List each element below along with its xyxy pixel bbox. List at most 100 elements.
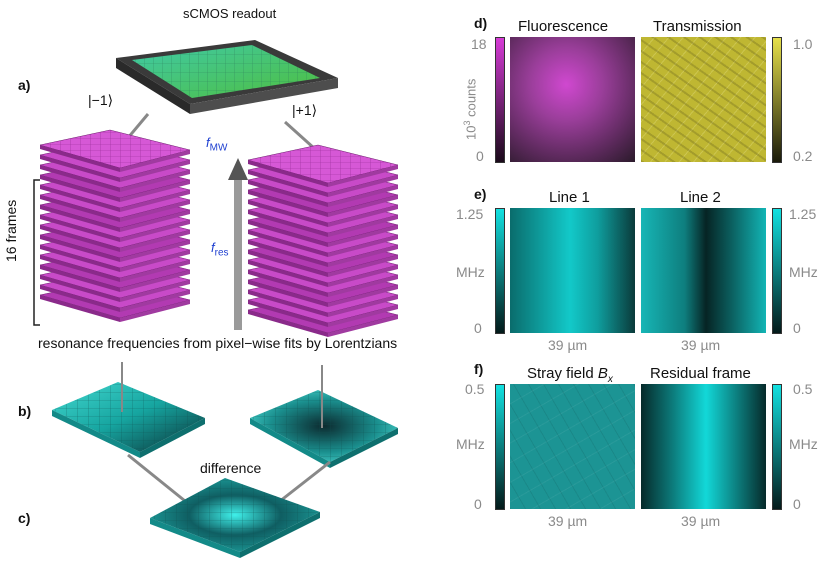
residual-title: Residual frame (650, 365, 751, 382)
frame-layer-edge (40, 185, 120, 212)
frame-layer-edge (248, 310, 328, 337)
frame-layer-edge (248, 180, 328, 207)
frame-layer-edge (248, 230, 328, 257)
difference-map (150, 478, 320, 558)
frame-layer-edge (40, 275, 120, 302)
difference-label: difference (200, 460, 262, 476)
line2-image (641, 208, 766, 333)
fluor-max: 18 (471, 36, 487, 52)
frames-bracket (33, 179, 40, 326)
line2-unit: MHz (789, 264, 818, 280)
panel-f-label: f) (474, 361, 484, 377)
residual-max: 0.5 (793, 381, 813, 397)
frame-layer-edge (40, 175, 120, 202)
frame-layer-edge (120, 170, 190, 192)
trans-min: 0.2 (793, 148, 813, 164)
line2-max: 1.25 (789, 206, 817, 222)
frame-layer-edge (120, 300, 190, 322)
residual-unit: MHz (789, 436, 818, 452)
frame-layer-edge (328, 215, 398, 237)
counts-unit: 103 counts (462, 78, 479, 140)
frame-layer-edge (120, 250, 190, 272)
residual-min: 0 (793, 496, 801, 512)
frame-layer-edge (248, 260, 328, 287)
fluorescence-title: Fluorescence (518, 18, 609, 35)
frame-layer-edge (328, 205, 398, 227)
frame-layer-edge (328, 165, 398, 187)
state-minus-label: |−1⟩ (88, 92, 114, 108)
frame-layer-edge (248, 170, 328, 197)
frame-layer-edge (40, 155, 120, 182)
frequency-arrow (228, 158, 248, 330)
fluor-colorbar (495, 37, 505, 163)
readout-label: sCMOS readout (183, 6, 277, 21)
line1-image (510, 208, 635, 333)
frame-layer-edge (248, 190, 328, 217)
frame-layer-edge (40, 205, 120, 232)
stray-min: 0 (474, 496, 482, 512)
line2-min: 0 (793, 320, 801, 336)
frame-layer-edge (328, 225, 398, 247)
frame-layer-edge (328, 235, 398, 257)
stray-colorbar (495, 384, 505, 510)
line1-min: 0 (474, 320, 482, 336)
frame-top-grid (248, 145, 398, 183)
line1-title: Line 1 (549, 189, 590, 206)
frame-stack-left (39, 129, 191, 322)
frame-layer-edge (328, 195, 398, 217)
frame-layer-edge (248, 210, 328, 237)
frame-layer-edge (120, 200, 190, 222)
frame-top-grid (40, 130, 190, 168)
frames-label: 16 frames (3, 199, 19, 262)
residual-image (641, 384, 766, 509)
frame-layer-edge (120, 230, 190, 252)
schematic-diagram (33, 40, 399, 558)
frame-layer-edge (120, 290, 190, 312)
frame-layer-edge (328, 275, 398, 297)
stray-max: 0.5 (465, 381, 485, 397)
panel-d-label: d) (474, 15, 488, 31)
line1-max: 1.25 (456, 206, 484, 222)
frame-layer-edge (120, 280, 190, 302)
panel-b-label: b) (18, 403, 32, 419)
trans-colorbar (772, 37, 782, 163)
frame-layer-edge (248, 280, 328, 307)
frame-layer-edge (328, 305, 398, 327)
fit-map-left (52, 382, 205, 458)
frame-layer-edge (40, 235, 120, 262)
transmission-image (641, 37, 766, 162)
frame-layer-edge (328, 295, 398, 317)
frame-layer-edge (120, 260, 190, 282)
frame-layer-edge (40, 165, 120, 192)
frame-layer-edge (120, 160, 190, 182)
frame-layer-edge (248, 290, 328, 317)
frame-layer-edge (40, 255, 120, 282)
fits-caption: resonance frequencies from pixel−wise fi… (38, 335, 398, 351)
fluorescence-image (510, 37, 635, 162)
line2-colorbar (772, 208, 782, 334)
line2-scale: 39 µm (681, 337, 721, 353)
fluor-min: 0 (476, 148, 484, 164)
frame-layer-edge (120, 150, 190, 172)
frame-layer-edge (40, 195, 120, 222)
frame-layer-edge (248, 240, 328, 267)
frame-layer-edge (328, 175, 398, 197)
frame-layer-edge (328, 185, 398, 207)
frame-layer-edge (248, 270, 328, 297)
scmos-sensor (116, 40, 338, 114)
panel-e-label: e) (474, 186, 487, 202)
panel-c-label: c) (18, 510, 31, 526)
frame-layer-edge (120, 190, 190, 212)
frame-layer-edge (248, 220, 328, 247)
frame-layer-edge (248, 300, 328, 327)
frame-layer-edge (120, 270, 190, 292)
line1-scale: 39 µm (548, 337, 588, 353)
frame-layer-edge (328, 315, 398, 337)
frame-layer-edge (120, 240, 190, 262)
frame-layer-edge (40, 145, 120, 172)
line1-colorbar (495, 208, 505, 334)
stray-scale: 39 µm (548, 513, 588, 529)
residual-scale: 39 µm (681, 513, 721, 529)
fit-map-right (250, 390, 398, 468)
residual-colorbar (772, 384, 782, 510)
